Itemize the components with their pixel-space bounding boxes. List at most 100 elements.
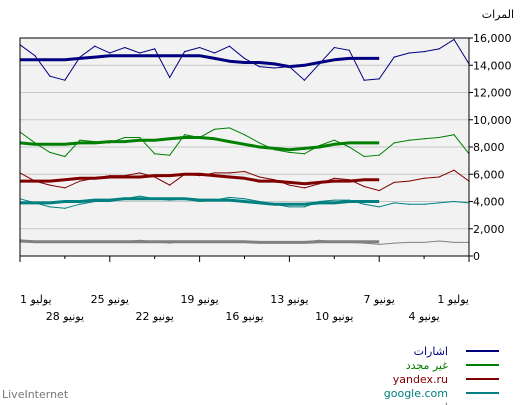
data-point	[124, 46, 126, 49]
x-tick-label: 1 يوليو	[437, 293, 469, 306]
data-point	[333, 139, 335, 141]
data-point	[363, 79, 365, 81]
data-point	[423, 203, 425, 205]
data-point	[64, 79, 66, 81]
trend-layer	[19, 54, 380, 244]
y-tick-label: 16,000	[473, 32, 512, 45]
data-point	[408, 180, 410, 182]
data-point	[393, 242, 395, 244]
x-tick-label: 1 يوليو	[20, 293, 52, 306]
data-point	[393, 56, 395, 58]
legend-label: اشارات	[414, 345, 448, 358]
data-point	[79, 180, 81, 182]
data-point	[378, 206, 380, 208]
trend-line-3	[20, 172, 380, 186]
x-tick-label: 19 يونيو	[180, 293, 218, 306]
data-point	[303, 79, 305, 81]
trend-line-4	[20, 197, 380, 206]
data-point	[184, 51, 186, 53]
footer-brand: LiveInternet	[2, 388, 69, 401]
data-point	[199, 46, 201, 49]
data-point	[228, 196, 231, 199]
data-point	[243, 57, 246, 60]
data-point	[438, 202, 440, 204]
data-point	[363, 155, 365, 158]
data-point	[169, 76, 171, 79]
y-tick-label: 10,000	[473, 114, 512, 127]
data-point	[333, 199, 335, 201]
data-point	[49, 184, 51, 186]
data-point	[94, 45, 96, 47]
data-point	[213, 172, 216, 174]
data-point	[169, 184, 171, 186]
data-point	[169, 154, 171, 156]
x-tick-label: 13 يونيو	[270, 293, 308, 306]
legend-label: google.com	[384, 387, 448, 400]
data-point	[438, 48, 440, 50]
y-tick-label: 8,000	[473, 141, 505, 154]
x-tick-label: 7 يونيو	[364, 293, 395, 306]
data-point	[303, 153, 305, 155]
data-point	[393, 181, 395, 184]
y-axis: 0 2,000 4,000 6,000 8,000 10,000 12,000 14,000 1…	[469, 32, 512, 263]
legend-label: غير مجدد	[406, 359, 449, 372]
data-point	[363, 185, 365, 188]
trend-line-1	[20, 54, 380, 69]
x-axis: 1 يوليو 7 يونيو 13 يونيو 19 يونيو 25 يونيو 1 …	[19, 256, 470, 323]
data-point	[393, 202, 395, 204]
y-tick-label: 4,000	[473, 196, 505, 209]
data-point	[243, 134, 246, 136]
data-point	[333, 46, 335, 49]
data-point	[378, 154, 380, 156]
data-point	[124, 136, 126, 139]
data-point	[154, 48, 156, 50]
data-point	[288, 206, 290, 208]
trend-line-5	[19, 239, 380, 244]
data-point	[258, 142, 261, 144]
data-point	[423, 51, 425, 53]
data-point	[184, 134, 186, 136]
data-point	[303, 206, 305, 208]
y-tick-label: 14,000	[473, 59, 512, 72]
x-tick-label: 4 يونيو	[408, 310, 439, 323]
data-point	[109, 52, 111, 54]
data-point	[453, 134, 455, 136]
data-point	[408, 52, 410, 54]
data-point	[213, 52, 216, 54]
y-axis-label: المرات	[482, 8, 514, 21]
data-point	[139, 195, 141, 197]
data-point	[139, 172, 141, 174]
data-point	[333, 177, 335, 179]
data-point	[423, 241, 425, 243]
data-point	[288, 151, 290, 154]
data-point	[228, 172, 231, 174]
y-tick-label: 0	[473, 250, 480, 263]
y-tick-label: 6,000	[473, 168, 505, 181]
data-point	[348, 146, 350, 148]
data-point	[228, 45, 231, 47]
data-point	[154, 153, 156, 155]
x-tick-label: 28 يونيو	[46, 310, 84, 323]
data-point	[64, 155, 66, 158]
data-point	[378, 190, 380, 192]
data-point	[453, 200, 455, 203]
legend-label: اخرى	[423, 401, 448, 405]
data-point	[64, 187, 66, 189]
data-point	[258, 66, 261, 68]
data-point	[64, 207, 66, 209]
data-point	[453, 169, 455, 171]
data-point	[438, 176, 440, 178]
data-point	[438, 136, 440, 139]
data-point	[408, 241, 410, 243]
legend-label: yandex.ru	[393, 373, 448, 386]
data-point	[348, 49, 350, 51]
data-point	[423, 177, 425, 179]
data-point	[453, 241, 455, 243]
y-tick-label: 12,000	[473, 87, 512, 100]
data-point	[49, 151, 51, 154]
data-point	[273, 67, 276, 69]
data-point	[453, 38, 455, 40]
data-point	[288, 184, 290, 186]
